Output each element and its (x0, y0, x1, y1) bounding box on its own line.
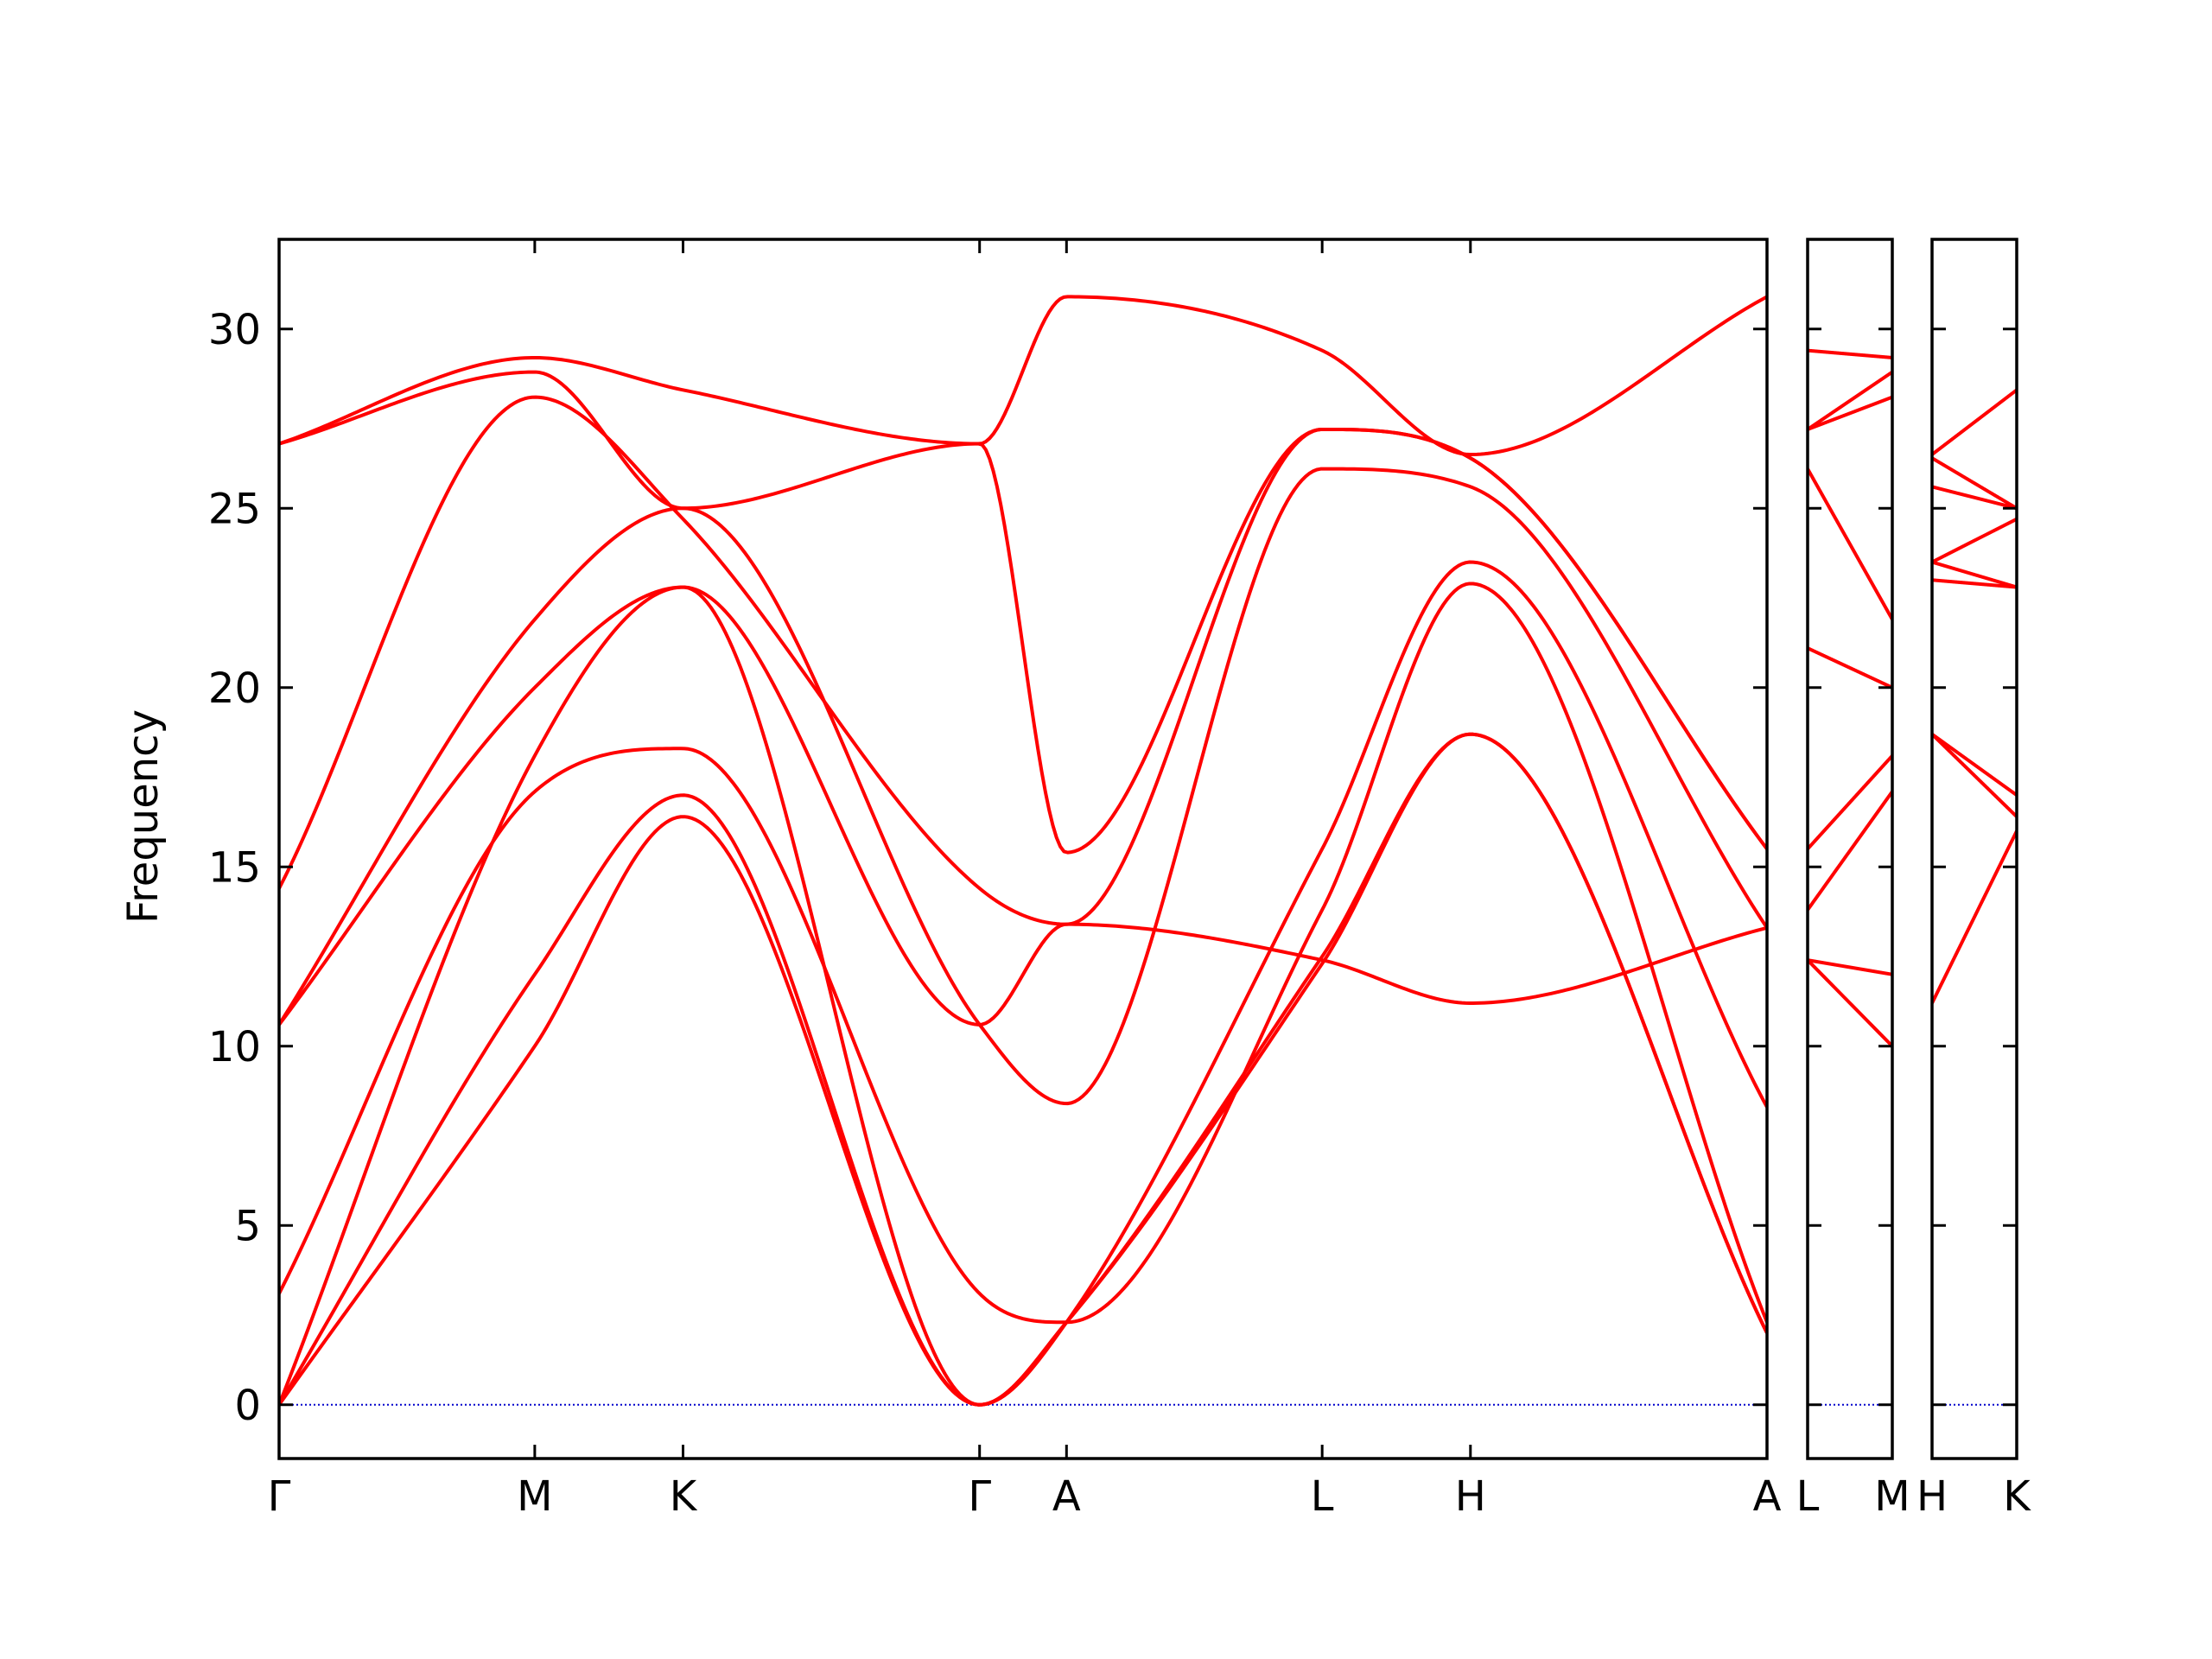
x-tick-label: A (1052, 1472, 1081, 1521)
band-line-2 (1808, 958, 1892, 976)
band-line-8 (279, 370, 1767, 855)
band-line-1 (1808, 958, 1892, 1048)
y-tick-label: 15 (208, 843, 261, 892)
band-line-3 (1932, 732, 2017, 798)
y-tick-label: 0 (234, 1382, 261, 1430)
band-line-4 (1932, 578, 2017, 589)
band-line-1 (1932, 830, 2017, 1005)
bands (1932, 388, 2017, 1005)
band-line-9 (1808, 348, 1892, 359)
band-line-3 (279, 582, 1767, 1325)
x-tick-label: M (1874, 1472, 1910, 1521)
bands (279, 295, 1767, 1407)
x-tick-label: H (1455, 1472, 1486, 1521)
band-line-7 (1808, 395, 1892, 431)
x-tick-label: M (517, 1472, 552, 1521)
x-tick-label: L (1311, 1472, 1334, 1521)
band-line-9 (279, 295, 1767, 456)
band-line-4 (279, 560, 1767, 1407)
x-tick-label: K (670, 1472, 698, 1521)
band-line-3 (1808, 790, 1892, 912)
y-tick-label: 30 (208, 306, 261, 354)
band-line-5 (1932, 560, 2017, 589)
y-tick-label: 10 (208, 1023, 261, 1071)
bands (1808, 348, 1892, 1048)
x-tick-label: A (1753, 1472, 1782, 1521)
band-line-8 (1808, 370, 1892, 431)
panel-frame (1930, 238, 2018, 1460)
x-tick-label: Γ (968, 1472, 991, 1521)
band-line-5 (1808, 646, 1892, 690)
x-tick-label: Γ (268, 1472, 291, 1521)
x-tick-label: K (2003, 1472, 2031, 1521)
band-line-7 (1932, 485, 2017, 511)
y-tick-label: 20 (208, 664, 261, 713)
panel-frame (277, 238, 1769, 1460)
band-line-6 (279, 467, 1767, 1106)
band-line-2 (279, 732, 1767, 1407)
band-line-8 (1932, 456, 2017, 511)
band-line-6 (1808, 467, 1892, 621)
panel-frame (1806, 238, 1894, 1460)
y-axis-label: Frequency (119, 709, 168, 924)
y-tick-label: 25 (208, 485, 261, 533)
band-line-9 (1932, 388, 2017, 456)
band-line-5 (279, 585, 1767, 1027)
y-axis: 0 5 10 15 20 25 30 (208, 306, 261, 1430)
band-line-6 (1932, 517, 2017, 564)
band-line-2 (1932, 732, 2017, 818)
band-line-4 (1808, 753, 1892, 851)
band-line-1 (279, 732, 1767, 1407)
y-tick-label: 5 (234, 1202, 261, 1250)
x-tick-label: H (1916, 1472, 1948, 1521)
x-tick-label: L (1796, 1472, 1820, 1521)
